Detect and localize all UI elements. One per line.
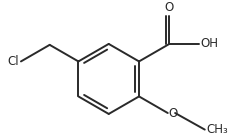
Text: O: O xyxy=(169,107,178,120)
Text: OH: OH xyxy=(201,37,219,50)
Text: Cl: Cl xyxy=(7,55,19,68)
Text: O: O xyxy=(165,2,174,14)
Text: CH₃: CH₃ xyxy=(207,123,228,136)
